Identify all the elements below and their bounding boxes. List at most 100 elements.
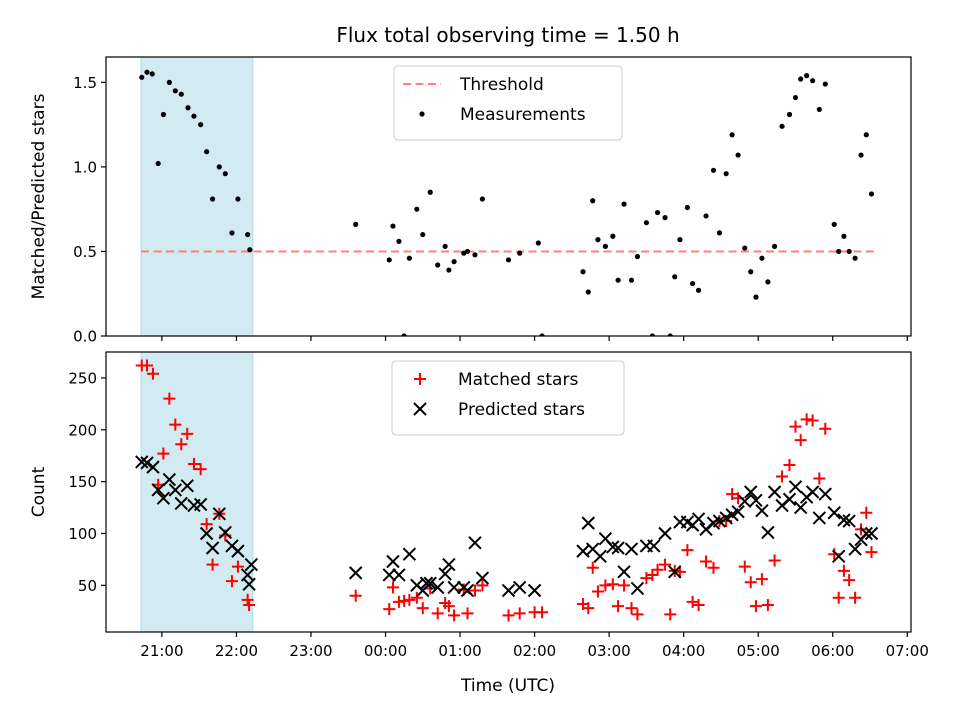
data-point [539, 333, 545, 336]
data-point [615, 277, 621, 283]
legend-label: Matched stars [458, 370, 578, 390]
data-point [761, 525, 775, 540]
data-point [140, 359, 153, 372]
data-point [586, 561, 599, 574]
data-point [810, 78, 816, 84]
data-point [218, 525, 232, 540]
y-tick-label: 0.0 [73, 328, 97, 346]
x-tick-label: 01:00 [438, 642, 481, 660]
data-point [690, 280, 696, 287]
data-point [468, 536, 482, 550]
data-point [765, 279, 771, 285]
y-tick-label: 150 [68, 473, 97, 491]
data-point [805, 485, 820, 499]
data-point [242, 577, 256, 592]
y-tick-label: 0.5 [73, 243, 97, 261]
data-point [212, 507, 227, 521]
data-point [649, 333, 655, 336]
data-point [776, 470, 789, 483]
data-point [200, 518, 213, 531]
data-point [792, 94, 799, 101]
x-axis-label: Time (UTC) [460, 676, 555, 696]
legend-marker [419, 111, 425, 117]
data-point [794, 434, 807, 447]
data-point [788, 480, 803, 494]
data-point [427, 189, 433, 195]
data-point [640, 572, 653, 585]
data-point [659, 558, 672, 571]
data-point [667, 333, 673, 336]
data-point [446, 267, 452, 273]
data-point [156, 491, 171, 505]
data-point [235, 196, 241, 202]
data-point [144, 69, 150, 75]
data-point [204, 149, 210, 155]
data-point [383, 603, 396, 616]
axes-frame [105, 351, 912, 633]
plot-area [135, 359, 879, 622]
data-point [662, 215, 668, 221]
data-point [151, 483, 165, 497]
data-point [610, 233, 616, 239]
data-point [382, 568, 396, 582]
data-point [430, 580, 445, 595]
data-point [771, 243, 778, 249]
y-tick-label: 1.0 [73, 158, 97, 176]
data-point [435, 262, 441, 268]
data-point [185, 105, 191, 111]
data-point [390, 223, 396, 229]
data-point [180, 479, 194, 493]
y-tick-label: 50 [78, 577, 97, 595]
data-point [243, 599, 256, 612]
data-point [831, 549, 846, 564]
data-point [848, 542, 862, 556]
data-point [793, 500, 808, 515]
data-point [442, 557, 456, 572]
data-point [442, 243, 448, 249]
data-point [634, 253, 641, 260]
data-point [146, 460, 160, 474]
data-point [595, 237, 601, 243]
data-point [822, 81, 828, 87]
data-point [628, 277, 635, 283]
legend-box [393, 65, 623, 141]
x-tick-label: 00:00 [364, 642, 407, 660]
data-point [175, 438, 188, 451]
data-point [798, 76, 804, 82]
data-point [501, 583, 516, 598]
data-point [162, 472, 177, 487]
data-point [155, 160, 161, 167]
data-point [517, 250, 523, 256]
data-point [178, 91, 184, 97]
data-point [842, 514, 856, 528]
data-point [611, 541, 625, 555]
data-point [149, 71, 155, 77]
data-point [581, 516, 595, 530]
data-point [423, 576, 437, 590]
data-point [731, 504, 745, 519]
data-point [738, 560, 751, 573]
data-point [216, 164, 222, 170]
data-point [386, 581, 399, 594]
data-point [827, 506, 841, 520]
legend-label: Threshold [459, 75, 544, 95]
data-point [536, 606, 549, 619]
data-point [813, 472, 826, 485]
data-point [837, 513, 851, 527]
legend: Matched stars Predicted stars [391, 360, 625, 436]
data-point [630, 581, 645, 596]
data-point [464, 248, 471, 255]
data-point [512, 580, 527, 595]
data-point [816, 106, 822, 113]
data-point [187, 458, 200, 470]
data-point [231, 560, 244, 573]
data-point [744, 576, 757, 589]
data-point [691, 512, 706, 526]
data-point [695, 287, 702, 293]
data-point [461, 607, 474, 620]
x-tick-label: 22:00 [215, 642, 258, 660]
data-point [447, 580, 461, 595]
y-tick-label: 100 [68, 525, 97, 543]
data-point [163, 392, 176, 405]
